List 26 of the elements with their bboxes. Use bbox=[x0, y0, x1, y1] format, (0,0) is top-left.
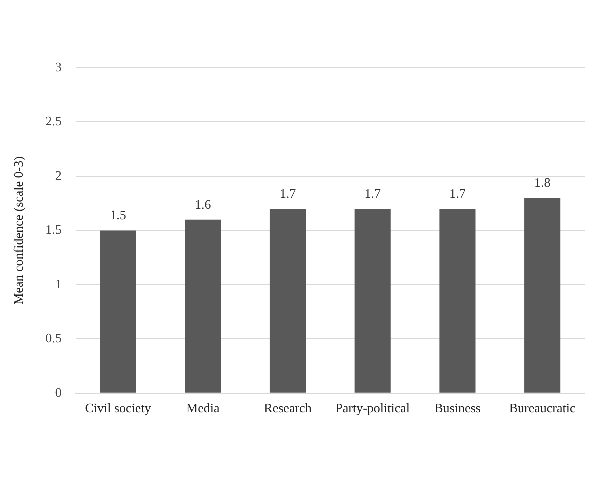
x-tick-label: Bureaucratic bbox=[509, 400, 576, 416]
x-tick-label: Civil society bbox=[85, 400, 152, 416]
data-label: 1.8 bbox=[534, 175, 551, 190]
x-tick-label: Party-political bbox=[336, 400, 410, 416]
data-label: 1.7 bbox=[280, 186, 297, 201]
y-axis-title: Mean confidence (scale 0-3) bbox=[11, 156, 26, 305]
x-tick-label: Research bbox=[264, 400, 312, 416]
y-tick-label: 2.5 bbox=[46, 114, 62, 129]
y-tick-label: 3 bbox=[55, 59, 62, 74]
data-label: 1.7 bbox=[364, 186, 382, 201]
bar bbox=[100, 230, 136, 393]
y-tick-label: 0.5 bbox=[46, 330, 62, 346]
bar bbox=[185, 220, 222, 393]
y-tick-label: 1.5 bbox=[46, 222, 62, 238]
x-tick-label: Business bbox=[434, 400, 481, 416]
data-label: 1.6 bbox=[195, 196, 212, 212]
data-label: 1.7 bbox=[450, 186, 466, 201]
bar bbox=[354, 209, 391, 393]
y-tick-label: 0 bbox=[55, 384, 62, 400]
bar bbox=[440, 209, 476, 393]
y-tick-label: 1 bbox=[55, 276, 62, 292]
bar bbox=[270, 209, 306, 393]
y-tick-label: 2 bbox=[55, 168, 62, 183]
bar bbox=[524, 198, 561, 393]
x-tick-label: Media bbox=[186, 400, 220, 416]
data-label: 1.5 bbox=[110, 208, 126, 223]
